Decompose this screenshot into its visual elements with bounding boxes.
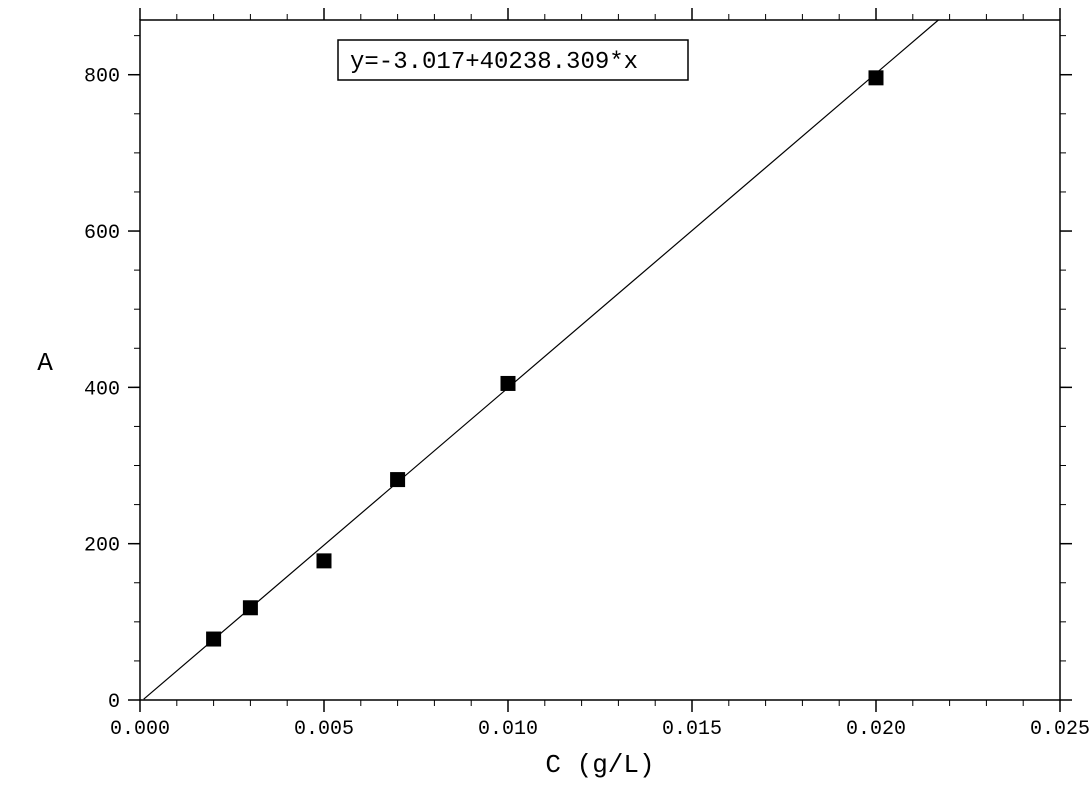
data-marker <box>501 376 515 390</box>
data-marker <box>243 601 257 615</box>
x-tick-label: 0.020 <box>846 718 906 741</box>
y-tick-label: 800 <box>84 66 120 89</box>
data-marker <box>869 71 883 85</box>
fit-line <box>144 20 939 699</box>
x-tick-label: 0.025 <box>1030 718 1090 741</box>
plot-frame <box>140 20 1060 700</box>
x-tick-label: 0.005 <box>294 718 354 741</box>
x-axis-title: C (g/L) <box>545 750 654 780</box>
y-tick-label: 400 <box>84 378 120 401</box>
data-marker <box>317 554 331 568</box>
y-axis-title: A <box>37 348 53 378</box>
x-tick-label: 0.000 <box>110 718 170 741</box>
data-marker <box>207 632 221 646</box>
y-tick-label: 200 <box>84 535 120 558</box>
y-tick-label: 600 <box>84 222 120 245</box>
x-tick-label: 0.010 <box>478 718 538 741</box>
y-tick-label: 0 <box>108 691 120 714</box>
data-marker <box>391 473 405 487</box>
chart-svg: 0.000 0.005 0.010 0.015 0.020 0.025 0 200 400 600… <box>0 0 1090 791</box>
chart-container: 0.000 0.005 0.010 0.015 0.020 0.025 0 200 400 600… <box>0 0 1090 791</box>
equation-text: y=-3.017+40238.309*x <box>350 49 638 76</box>
x-tick-label: 0.015 <box>662 718 722 741</box>
